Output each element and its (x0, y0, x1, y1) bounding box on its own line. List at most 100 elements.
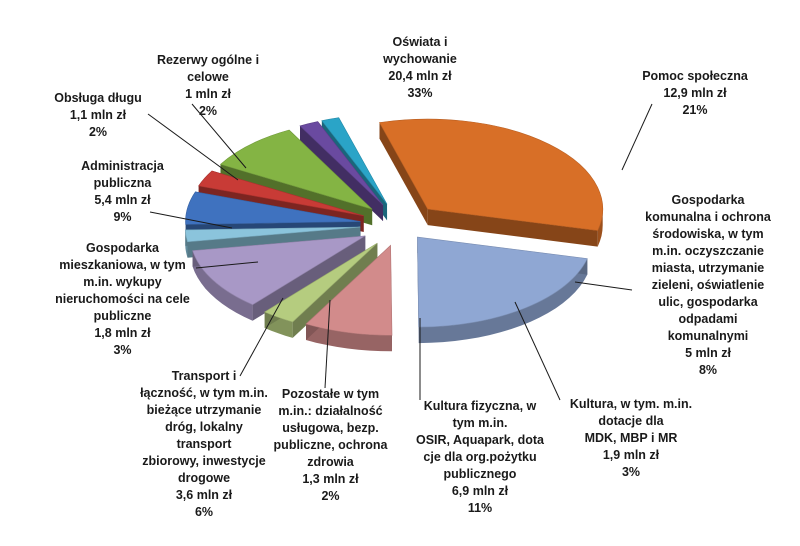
label-line: transport (176, 437, 232, 451)
label-percent: 2% (321, 489, 340, 503)
label-line: Pomoc społeczna (642, 69, 748, 83)
leader-kultura (514, 301, 561, 401)
slice-kultura-fizyczna (192, 235, 366, 321)
label-pozostale: Pozostałe w tym m.in.: działalność usługow… (258, 386, 403, 505)
label-line: mieszkaniowa, w tym (59, 258, 186, 272)
label-line: Administracja (81, 159, 164, 173)
slice-top-oswiata (379, 118, 604, 231)
label-line: ulic, gospodarka (658, 295, 758, 309)
label-line: Oświata i (392, 35, 448, 49)
label-line: środowiska, w tym (652, 227, 764, 241)
label-percent: 9% (113, 210, 132, 224)
label-value: 1,9 mln zł (602, 448, 660, 462)
label-line: cje dla org.pożytku (423, 450, 537, 464)
leader-gosp-komunalna (574, 281, 633, 291)
label-line: zieleni, oświatlenie (651, 278, 765, 292)
label-line: Transport i (171, 369, 237, 383)
slice-side-pomoc (418, 258, 588, 344)
label-value: 20,4 mln zł (388, 69, 452, 83)
leader-rezerwy (191, 103, 247, 169)
label-percent: 11% (467, 501, 493, 515)
label-value: 1 mln zł (185, 87, 231, 101)
label-line: komunalnymi (667, 329, 749, 343)
label-pomoc: Pomoc społeczna 12,9 mln zł 21% (620, 68, 770, 119)
slice-cut-oswiata (379, 122, 428, 226)
leader-pozostale (324, 299, 331, 389)
label-line: Gospodarka (671, 193, 745, 207)
label-kultura-fizyczna: Kultura fizyczna, w tym m.in. OSIR, Aquapa… (400, 398, 560, 517)
slice-top-transport (185, 191, 361, 225)
label-line: Rezerwy ogólne i (156, 53, 260, 67)
label-percent: 3% (621, 465, 641, 479)
label-line: usługowa, bezp. (282, 421, 379, 435)
label-line: MDK, MBP i MR (584, 431, 678, 445)
slice-gosp-komunalna (305, 244, 393, 352)
label-line: publiczne, ochrona (273, 438, 388, 452)
label-percent: 6% (194, 505, 214, 519)
label-value: 5,4 mln zł (94, 193, 151, 207)
label-value: 3,6 mln zł (175, 488, 233, 502)
label-line: publicznego (443, 467, 517, 481)
slice-cut-kultura-fizyczna (252, 235, 366, 321)
label-line: dotacje dla (598, 414, 664, 428)
label-administracja: Administracja publiczna 5,4 mln zł 9% (60, 158, 185, 226)
slice-oswiata (379, 118, 604, 247)
slice-top-kultura (264, 242, 378, 323)
label-line: Kultura fizyczna, w (423, 399, 537, 413)
slice-obsluga-dlugu (299, 121, 384, 222)
label-line: OSIR, Aquapark, dota (415, 433, 545, 447)
label-line: miasta, utrzymanie (651, 261, 765, 275)
label-obsluga-dlugu: Obsługa długu 1,1 mln zł 2% (38, 90, 158, 141)
leader-pomoc (621, 103, 653, 171)
label-gosp-komunalna: Gospodarka komunalna i ochrona środowiska,… (628, 192, 788, 379)
label-line: nieruchomości na cele (55, 292, 190, 306)
slice-top-gosp-komunalna (305, 244, 393, 336)
label-value: 5 mln zł (685, 346, 731, 360)
label-line: komunalna i ochrona (645, 210, 771, 224)
label-value: 1,1 mln zł (69, 108, 127, 122)
leader-lines (147, 103, 653, 401)
slice-side-kultura-fizyczna (192, 250, 253, 321)
slice-top-pomoc (417, 236, 588, 328)
label-kultura: Kultura, w tym. m.in. dotacje dla MDK, MBP… (556, 396, 706, 481)
label-line: zbiorowy, inwestycje (142, 454, 266, 468)
label-line: m.in.: działalność (278, 404, 383, 418)
label-percent: 2% (198, 104, 218, 118)
label-oswiata: Oświata i wychowanie 20,4 mln zł 33% (345, 34, 495, 102)
slice-cut-oswiata (427, 209, 598, 247)
label-gosp-mieszkaniowa: Gospodarka mieszkaniowa, w tym m.in. wykup… (30, 240, 215, 359)
label-percent: 8% (698, 363, 718, 377)
label-percent: 2% (88, 125, 108, 139)
label-value: 12,9 mln zł (663, 86, 727, 100)
label-line: Obsługa długu (54, 91, 142, 105)
label-line: odpadami (678, 312, 738, 326)
slice-side-oswiata (597, 209, 603, 247)
label-value: 1,8 mln zł (94, 326, 151, 340)
slice-top-rezerwy (321, 117, 388, 205)
leader-gosp-mieszkaniowa (195, 261, 259, 269)
slice-top-gosp-mieszkaniowa (198, 170, 364, 217)
label-line: dróg, lokalny (165, 420, 243, 434)
label-line: bieżące utrzymanie (146, 403, 262, 417)
leader-transport (239, 297, 284, 377)
label-line: zdrowia (307, 455, 354, 469)
label-line: Pozostałe w tym (281, 387, 380, 401)
label-line: tym m.in. (452, 416, 508, 430)
label-line: m.in. wykupy (83, 275, 162, 289)
leader-administracja (149, 211, 233, 229)
slice-top-administracja (219, 129, 373, 210)
label-line: publiczna (93, 176, 152, 190)
label-line: Kultura, w tym. m.in. (569, 397, 693, 411)
label-line: publiczne (93, 309, 152, 323)
label-percent: 33% (407, 86, 433, 100)
label-line: m.in. oczyszczanie (652, 244, 764, 258)
label-transport: Transport i łączność, w tym m.in. bieżące … (118, 368, 290, 521)
label-line: wychowanie (383, 52, 457, 66)
label-line: celowe (187, 70, 229, 84)
slice-cut-obsluga-dlugu (300, 125, 384, 222)
slice-top-pozostale (184, 226, 361, 243)
label-percent: 3% (113, 343, 132, 357)
label-percent: 21% (682, 103, 708, 117)
pie-slices (184, 117, 604, 352)
